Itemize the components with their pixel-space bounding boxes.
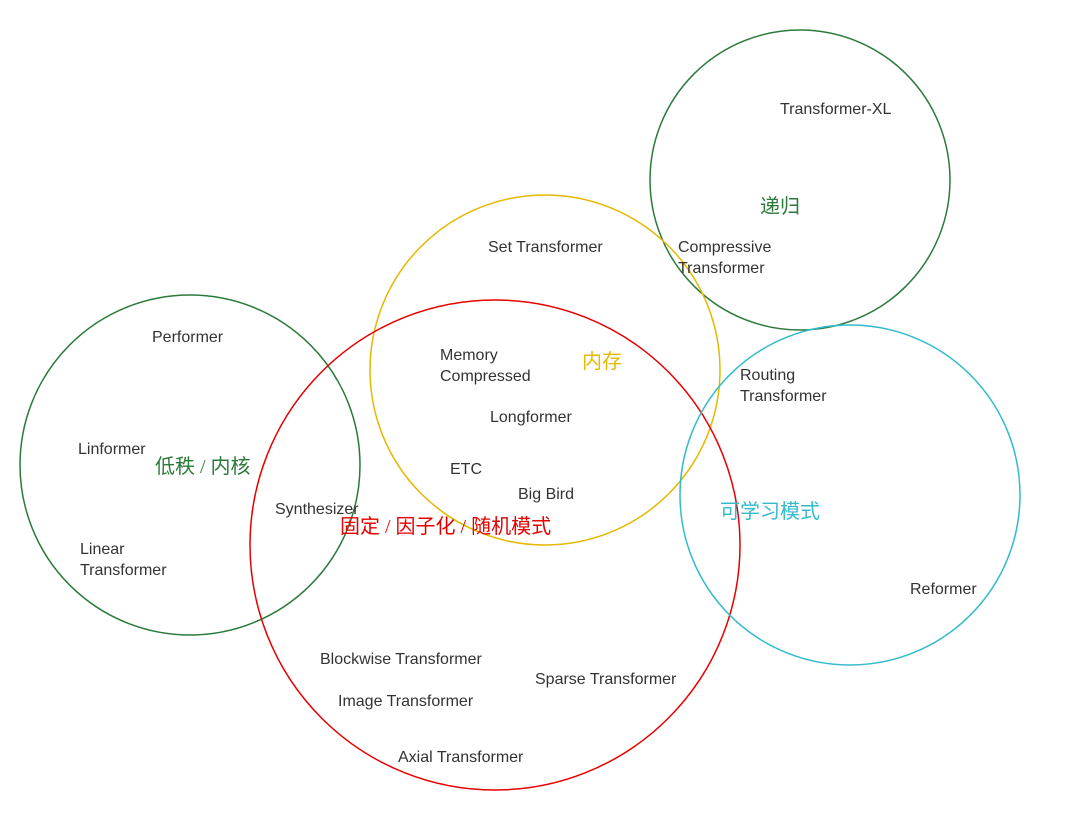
category-label-lowrank: 低秩 / 内核 — [155, 450, 251, 479]
item-label: Linformer — [78, 440, 146, 461]
category-label-recursion: 递归 — [760, 190, 800, 219]
item-label: Reformer — [910, 580, 977, 601]
item-label: Axial Transformer — [398, 748, 523, 769]
item-label: ETC — [450, 460, 482, 481]
item-label: Memory Compressed — [440, 346, 531, 388]
item-label: Routing Transformer — [740, 366, 827, 408]
item-label: Transformer-XL — [780, 100, 891, 121]
item-label: Blockwise Transformer — [320, 650, 482, 671]
category-label-fixed: 固定 / 因子化 / 随机模式 — [340, 510, 551, 539]
venn-circle-recursion — [650, 30, 950, 330]
category-label-learnable: 可学习模式 — [720, 495, 820, 524]
item-label: Linear Transformer — [80, 540, 167, 582]
item-label: Compressive Transformer — [678, 238, 771, 280]
item-label: Big Bird — [518, 485, 574, 506]
category-label-memory: 内存 — [582, 345, 622, 374]
item-label: Sparse Transformer — [535, 670, 676, 691]
item-label: Image Transformer — [338, 692, 473, 713]
item-label: Synthesizer — [275, 500, 359, 521]
item-label: Performer — [152, 328, 223, 349]
item-label: Set Transformer — [488, 238, 603, 259]
item-label: Longformer — [490, 408, 572, 429]
